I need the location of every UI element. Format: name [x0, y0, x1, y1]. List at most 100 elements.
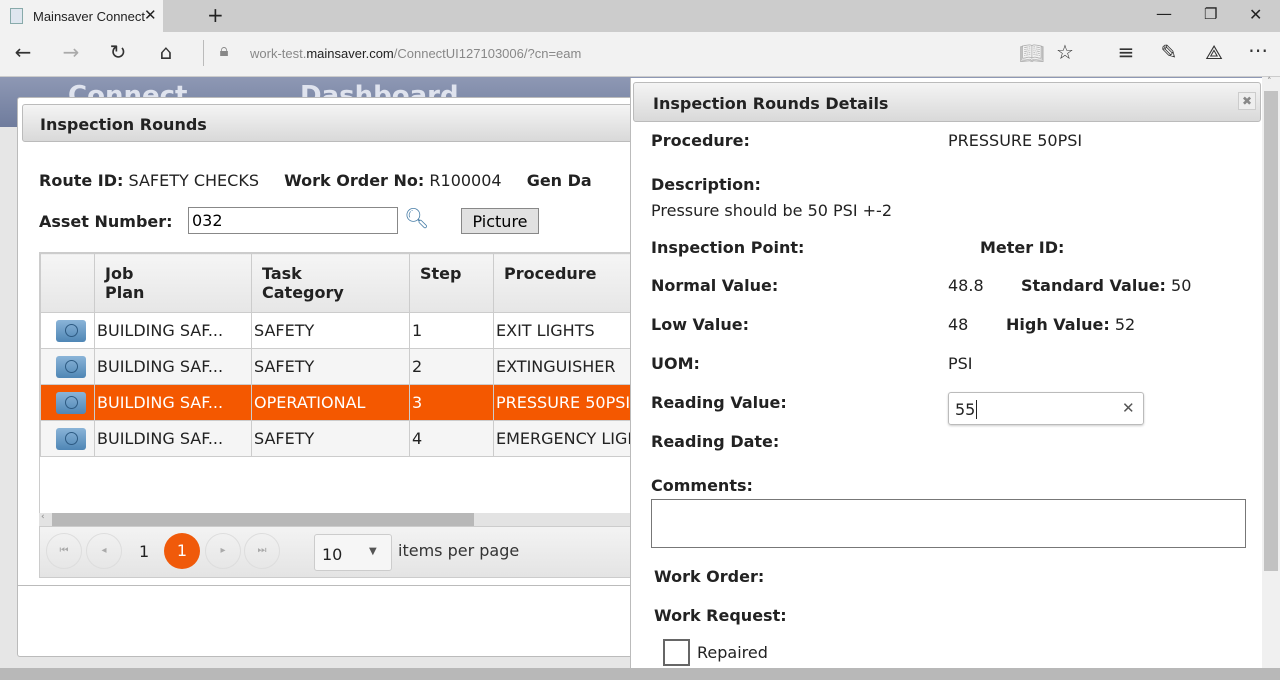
clear-input-icon[interactable]: ✕: [1122, 399, 1135, 417]
high-value-label: High Value:: [1006, 315, 1110, 334]
page-vertical-scrollbar[interactable]: ˄: [1262, 77, 1280, 668]
details-header: Inspection Rounds Details ✖: [633, 82, 1261, 122]
description-label: Description:: [651, 175, 761, 194]
new-tab-icon[interactable]: +: [207, 3, 224, 27]
address-bar: ← → ↻ ⌂ 🔒︎ work-test.mainsaver.com/Conne…: [0, 32, 1280, 77]
uom-value: PSI: [948, 354, 973, 373]
table-row-selected[interactable]: BUILDING SAF... OPERATIONAL 3 PRESSURE 50PS…: [40, 384, 638, 421]
inspection-grid: Job Plan Task Category Step Procedure BU…: [39, 252, 639, 557]
cell-job-plan: BUILDING SAF...: [94, 384, 252, 421]
url-field[interactable]: work-test.mainsaver.com/ConnectUI1271030…: [250, 46, 582, 61]
uom-label: UOM:: [651, 354, 700, 373]
details-title: Inspection Rounds Details: [653, 94, 889, 113]
items-per-page-label: items per page: [398, 541, 520, 560]
reading-value-text: 55: [955, 400, 978, 419]
route-id-label: Route ID:: [39, 171, 124, 190]
forward-icon[interactable]: →: [62, 40, 80, 64]
page: Connect Dashboard Inspection Rounds Rout…: [0, 77, 1262, 668]
work-order-label: Work Order:: [654, 567, 765, 586]
divider: [18, 585, 643, 586]
asset-number-label: Asset Number:: [39, 212, 173, 231]
lock-icon: 🔒︎: [219, 41, 229, 61]
back-icon[interactable]: ←: [14, 40, 32, 64]
normal-value-label: Normal Value:: [651, 276, 779, 295]
favorite-star-icon[interactable]: ☆: [1056, 40, 1074, 64]
work-order-no: R100004: [429, 171, 502, 190]
last-page-button[interactable]: ⏭: [244, 533, 280, 569]
scroll-up-icon[interactable]: ˄: [1267, 77, 1272, 87]
tab-title: Mainsaver Connect: [33, 9, 145, 24]
close-icon[interactable]: ✖: [1238, 92, 1256, 110]
cell-task-category: SAFETY: [251, 348, 410, 385]
page-icon: [10, 8, 23, 24]
page-link[interactable]: 1: [139, 542, 150, 561]
grid-horizontal-scrollbar[interactable]: ‹: [39, 512, 639, 526]
work-order-label: Work Order No:: [284, 171, 425, 190]
cell-procedure: EMERGENCY LIGHTS: [493, 420, 638, 457]
next-page-button[interactable]: ▸: [205, 533, 241, 569]
search-icon[interactable]: 🔍︎: [404, 206, 430, 230]
low-value: 48: [948, 315, 969, 334]
cell-task-category: SAFETY: [251, 312, 410, 349]
inspection-point-label: Inspection Point:: [651, 238, 805, 257]
gen-date-label: Gen Da: [526, 171, 592, 190]
column-header-procedure[interactable]: Procedure: [493, 253, 638, 313]
reading-view-icon[interactable]: 📖︎: [1019, 41, 1045, 65]
scrollbar-thumb[interactable]: [52, 513, 474, 526]
close-window-icon[interactable]: ✕: [1249, 5, 1263, 24]
share-icon[interactable]: ⟁: [1205, 40, 1223, 64]
standard-value-label: Standard Value:: [1021, 276, 1166, 295]
reading-value-input[interactable]: 55 ✕: [948, 392, 1144, 425]
refresh-icon[interactable]: ↻: [109, 40, 127, 64]
inspection-details-panel: Inspection Rounds Details ✖ Procedure: P…: [630, 78, 1262, 668]
web-note-icon[interactable]: ✎: [1160, 40, 1178, 64]
hub-icon[interactable]: ≡: [1117, 40, 1135, 64]
restore-icon[interactable]: ❐: [1204, 5, 1218, 23]
cell-procedure: PRESSURE 50PSI: [493, 384, 638, 421]
comments-textarea[interactable]: [651, 499, 1246, 548]
cell-task-category: OPERATIONAL: [251, 384, 410, 421]
more-icon[interactable]: ⋯: [1248, 38, 1268, 62]
prev-page-button[interactable]: ◂: [86, 533, 122, 569]
cell-procedure: EXTINGUISHER: [493, 348, 638, 385]
column-header-task-category[interactable]: Task Category: [251, 253, 410, 313]
current-page[interactable]: 1: [164, 533, 200, 569]
reading-date-label: Reading Date:: [651, 432, 780, 451]
inspection-rounds-dialog: Inspection Rounds Route ID: SAFETY CHECK…: [17, 97, 647, 657]
work-request-label: Work Request:: [654, 606, 787, 625]
tab-bar: Mainsaver Connect ✕ + — ❐ ✕: [0, 0, 1280, 32]
divider: [203, 40, 204, 66]
normal-value: 48.8: [948, 276, 984, 295]
table-row[interactable]: BUILDING SAF... SAFETY 1 EXIT LIGHTS: [40, 312, 638, 349]
route-id: SAFETY CHECKS: [128, 171, 259, 190]
folder-clock-icon[interactable]: [56, 319, 86, 342]
close-tab-icon[interactable]: ✕: [144, 7, 157, 24]
procedure-value: PRESSURE 50PSI: [948, 131, 1083, 150]
table-row[interactable]: BUILDING SAF... SAFETY 2 EXTINGUISHER: [40, 348, 638, 385]
repaired-label: Repaired: [697, 643, 768, 662]
minimize-icon[interactable]: —: [1156, 4, 1172, 23]
meter-id-label: Meter ID:: [980, 238, 1065, 257]
column-header-step[interactable]: Step: [409, 253, 494, 313]
page-size-select[interactable]: 10 ▼: [314, 534, 392, 571]
high-value: 52: [1114, 315, 1136, 334]
home-icon[interactable]: ⌂: [159, 40, 173, 64]
browser-tab[interactable]: Mainsaver Connect ✕: [0, 0, 163, 32]
procedure-label: Procedure:: [651, 131, 750, 150]
scroll-left-icon[interactable]: ‹: [41, 512, 45, 522]
first-page-button[interactable]: ⏮: [46, 533, 82, 569]
column-header-job-plan[interactable]: Job Plan: [94, 253, 252, 313]
page-horizontal-scrollbar[interactable]: [0, 668, 1280, 680]
scrollbar-thumb[interactable]: [1264, 91, 1278, 571]
cell-step: 3: [409, 384, 494, 421]
cell-job-plan: BUILDING SAF...: [94, 312, 252, 349]
picture-button[interactable]: Picture: [461, 208, 539, 234]
folder-clock-icon[interactable]: [56, 355, 86, 378]
repaired-checkbox[interactable]: [663, 639, 690, 666]
description-value: Pressure should be 50 PSI +-2: [651, 201, 892, 220]
folder-clock-icon[interactable]: [56, 391, 86, 414]
asset-number-input[interactable]: [188, 207, 398, 234]
folder-clock-icon[interactable]: [56, 427, 86, 450]
cell-step: 1: [409, 312, 494, 349]
